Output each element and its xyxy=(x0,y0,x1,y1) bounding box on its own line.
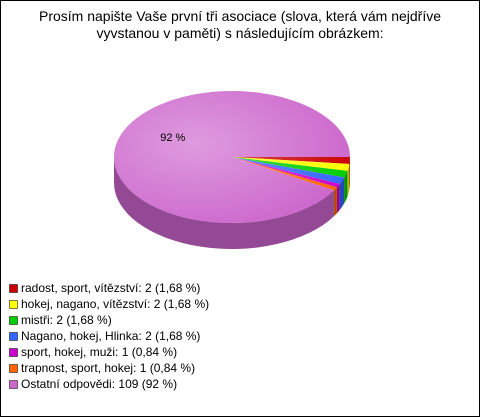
legend-label: Ostatní odpovědi: 109 (92 %) xyxy=(21,377,177,391)
legend-swatch xyxy=(9,332,18,341)
pie: 92 % xyxy=(113,91,350,250)
slice-side xyxy=(336,184,340,214)
legend-label: sport, hokej, muži: 1 (0,84 %) xyxy=(21,345,177,359)
legend-swatch xyxy=(9,380,18,389)
legend-swatch xyxy=(9,364,18,373)
legend-label: Nagano, hokej, Hlinka: 2 (1,68 %) xyxy=(21,329,200,343)
legend-swatch xyxy=(9,300,18,309)
title-box: Prosím napište Vaše první tři asociace (… xyxy=(38,8,441,41)
chart-title: Prosím napište Vaše první tři asociace (… xyxy=(38,8,441,41)
legend-swatch xyxy=(9,316,18,325)
slice-side xyxy=(347,163,350,197)
highlight xyxy=(114,91,350,223)
slice-side xyxy=(114,157,334,250)
slice-side xyxy=(344,170,348,204)
legend-label: radost, sport, vítězství: 2 (1,68 %) xyxy=(21,281,200,295)
slice-side xyxy=(339,177,345,211)
legend-swatch xyxy=(9,348,18,357)
legend: radost, sport, vítězství: 2 (1,68 %) hoke… xyxy=(9,281,209,391)
legend-label: hokej, nagano, vítězství: 2 (1,68 %) xyxy=(21,297,209,311)
legend-swatch xyxy=(9,284,18,293)
legend-label: mistři: 2 (1,68 %) xyxy=(21,313,112,327)
slice-side xyxy=(349,157,350,190)
slice-side xyxy=(333,187,337,217)
data-label: 92 % xyxy=(160,132,185,144)
legend-label: trapnost, sport, hokej: 1 (0,84 %) xyxy=(21,361,195,375)
